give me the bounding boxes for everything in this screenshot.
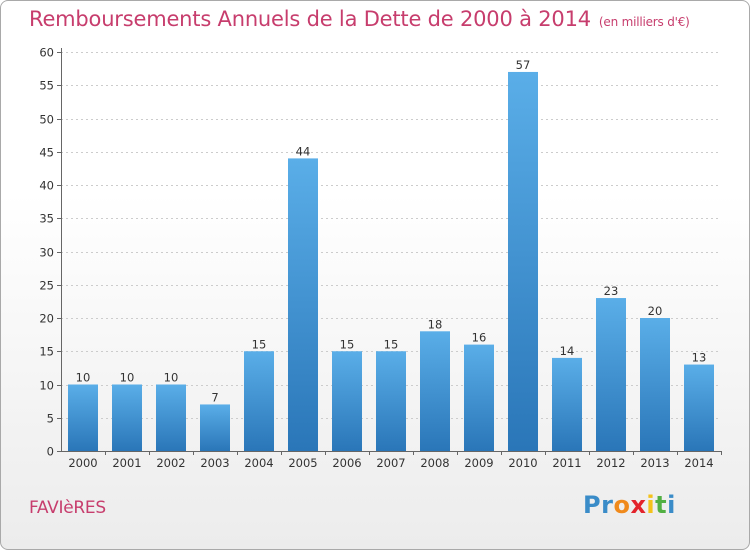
x-tick-label: 2012 xyxy=(596,456,625,470)
bar xyxy=(376,351,406,451)
bar-value-label: 44 xyxy=(296,144,311,158)
x-tick-label: 2010 xyxy=(508,456,537,470)
logo-letter: x xyxy=(630,491,647,519)
bar-value-label: 14 xyxy=(560,344,575,358)
x-tick-label: 2007 xyxy=(376,456,405,470)
y-axis: 0 5 10 15 20 25 30 35 40 45 50 55 60 xyxy=(39,46,721,459)
x-tick-label: 2004 xyxy=(244,456,273,470)
x-tick-label: 2011 xyxy=(552,456,581,470)
x-tick-label: 2014 xyxy=(684,456,713,470)
logo-letter: i xyxy=(667,491,676,519)
chart-title: Remboursements Annuels de la Dette de 20… xyxy=(29,7,690,31)
bar-value-label: 16 xyxy=(472,331,487,345)
y-tick-label: 5 xyxy=(47,412,54,426)
y-tick-label: 10 xyxy=(39,379,54,393)
bar-value-label: 10 xyxy=(164,371,179,385)
bar-value-label: 15 xyxy=(252,337,267,351)
x-tick-label: 2013 xyxy=(640,456,669,470)
bar xyxy=(684,364,714,451)
bars: 10 10 10 7 15 44 15 15 18 16 57 14 23 20 13 xyxy=(68,58,714,451)
y-tick-label: 15 xyxy=(39,345,54,359)
bar xyxy=(552,357,582,451)
x-tick-label: 2003 xyxy=(200,456,229,470)
logo-letter: r xyxy=(601,491,614,519)
bar-value-label: 15 xyxy=(384,337,399,351)
y-tick-label: 60 xyxy=(39,46,54,60)
bar-value-label: 10 xyxy=(120,371,135,385)
bar xyxy=(464,344,494,451)
bar xyxy=(112,384,142,451)
y-tick-label: 55 xyxy=(39,79,54,93)
y-tick-label: 0 xyxy=(47,445,54,459)
bar xyxy=(332,351,362,451)
bar xyxy=(68,384,98,451)
commune-name: FAVIèRES xyxy=(29,498,106,518)
bar-value-label: 23 xyxy=(604,284,619,298)
bar-value-label: 10 xyxy=(76,371,91,385)
bar xyxy=(200,404,230,451)
x-tick-label: 2008 xyxy=(420,456,449,470)
bar xyxy=(420,331,450,451)
bar-value-label: 57 xyxy=(516,58,531,72)
y-tick-label: 40 xyxy=(39,179,54,193)
logo-letter: t xyxy=(655,491,668,519)
x-tick-label: 2005 xyxy=(288,456,317,470)
x-tick-label: 2002 xyxy=(156,456,185,470)
x-tick-label: 2000 xyxy=(68,456,97,470)
y-tick-label: 45 xyxy=(39,146,54,160)
y-tick-label: 35 xyxy=(39,212,54,226)
bar-value-label: 18 xyxy=(428,317,443,331)
y-tick-label: 25 xyxy=(39,279,54,293)
y-tick-label: 30 xyxy=(39,246,54,260)
y-tick-label: 50 xyxy=(39,113,54,127)
bar-value-label: 13 xyxy=(692,351,707,365)
bar-value-label: 15 xyxy=(340,337,355,351)
chart-subtitle: (en milliers d'€) xyxy=(598,15,690,29)
x-tick-label: 2006 xyxy=(332,456,361,470)
bar xyxy=(244,351,274,451)
logo-letter: o xyxy=(613,491,631,519)
x-tick-label: 2001 xyxy=(112,456,141,470)
bar-value-label: 7 xyxy=(211,390,218,404)
y-tick-label: 20 xyxy=(39,312,54,326)
bar xyxy=(596,298,626,451)
bar xyxy=(156,384,186,451)
proxiti-logo: Proxiti xyxy=(583,491,676,519)
bar xyxy=(288,158,318,451)
logo-letter: P xyxy=(583,491,602,519)
x-axis: 2000 2001 2002 2003 2004 2005 2006 2007 2008 2009… xyxy=(68,451,722,470)
logo-letter: i xyxy=(646,491,656,519)
bar xyxy=(640,318,670,451)
bar xyxy=(508,71,538,451)
title-text: Remboursements Annuels de la Dette de 20… xyxy=(29,7,591,31)
x-tick-label: 2009 xyxy=(464,456,493,470)
bar-value-label: 20 xyxy=(648,304,663,318)
